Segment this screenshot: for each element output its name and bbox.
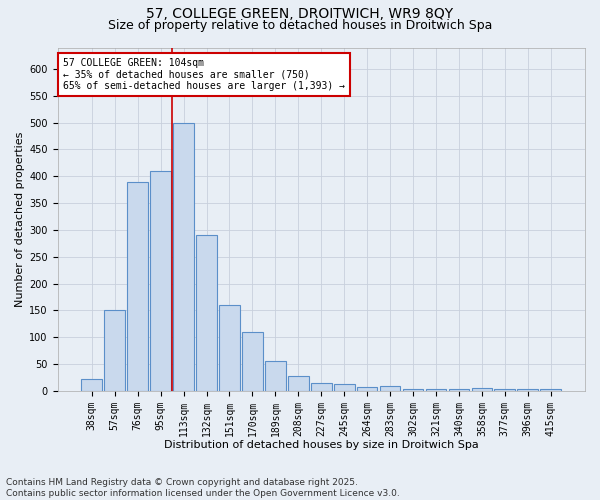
Bar <box>104 310 125 391</box>
X-axis label: Distribution of detached houses by size in Droitwich Spa: Distribution of detached houses by size … <box>164 440 479 450</box>
Text: 57, COLLEGE GREEN, DROITWICH, WR9 8QY: 57, COLLEGE GREEN, DROITWICH, WR9 8QY <box>146 8 454 22</box>
Bar <box>517 390 538 391</box>
Bar <box>151 171 171 391</box>
Bar <box>380 386 400 391</box>
Bar <box>403 390 424 391</box>
Bar <box>357 387 377 391</box>
Bar <box>449 390 469 391</box>
Bar <box>494 390 515 391</box>
Bar <box>219 305 240 391</box>
Bar <box>127 182 148 391</box>
Bar <box>311 383 332 391</box>
Bar <box>196 236 217 391</box>
Text: Size of property relative to detached houses in Droitwich Spa: Size of property relative to detached ho… <box>108 19 492 32</box>
Y-axis label: Number of detached properties: Number of detached properties <box>15 132 25 307</box>
Text: Contains HM Land Registry data © Crown copyright and database right 2025.
Contai: Contains HM Land Registry data © Crown c… <box>6 478 400 498</box>
Bar <box>265 362 286 391</box>
Bar <box>173 122 194 391</box>
Bar <box>425 390 446 391</box>
Bar <box>82 379 102 391</box>
Text: 57 COLLEGE GREEN: 104sqm
← 35% of detached houses are smaller (750)
65% of semi-: 57 COLLEGE GREEN: 104sqm ← 35% of detach… <box>63 58 345 91</box>
Bar <box>288 376 308 391</box>
Bar <box>334 384 355 391</box>
Bar <box>472 388 492 391</box>
Bar <box>242 332 263 391</box>
Bar <box>541 390 561 391</box>
